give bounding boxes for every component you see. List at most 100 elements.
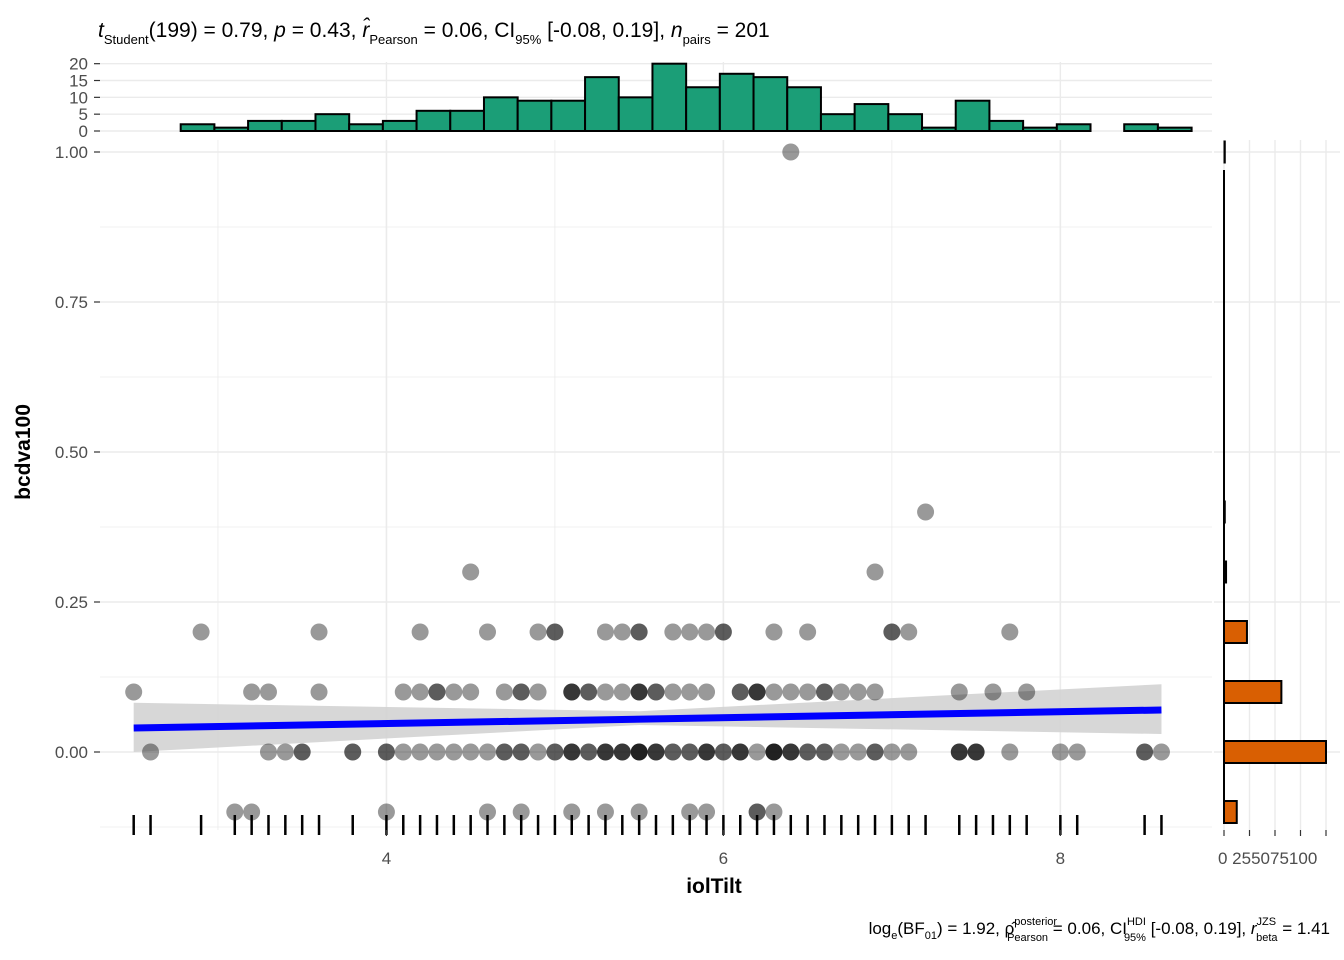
top-hist-bar xyxy=(752,76,789,132)
data-point xyxy=(883,743,901,761)
right-hist-bar xyxy=(1223,740,1327,764)
data-point xyxy=(411,623,429,641)
data-point xyxy=(748,743,766,761)
top-hist-bar xyxy=(550,99,587,132)
data-point xyxy=(546,743,564,761)
y-tick-label: 0.25 xyxy=(55,593,88,612)
data-point xyxy=(613,683,631,701)
data-point xyxy=(782,743,800,761)
top-hist-bar xyxy=(449,109,485,132)
data-point xyxy=(529,623,547,641)
data-point xyxy=(411,683,429,701)
data-point xyxy=(799,743,817,761)
data-point xyxy=(782,143,800,161)
data-point xyxy=(815,743,833,761)
data-point xyxy=(596,803,614,821)
right-hist-bar xyxy=(1223,680,1283,704)
top-hist-bar xyxy=(718,72,755,132)
data-point xyxy=(243,683,261,701)
data-point xyxy=(748,683,766,701)
data-point xyxy=(832,683,850,701)
data-point xyxy=(563,803,581,821)
data-point xyxy=(731,683,749,701)
data-point xyxy=(377,803,395,821)
data-point xyxy=(832,743,850,761)
top-hist-bar xyxy=(516,99,553,132)
y-tick-label: 1.00 xyxy=(55,143,88,162)
data-point xyxy=(664,683,682,701)
data-point xyxy=(293,743,311,761)
top-hist-tick-label: 10 xyxy=(69,88,88,107)
data-point xyxy=(125,683,143,701)
data-point xyxy=(765,623,783,641)
top-hist-bar xyxy=(921,126,957,133)
top-hist-bar xyxy=(988,119,1025,132)
right-hist-bar xyxy=(1223,800,1238,824)
data-point xyxy=(411,743,429,761)
data-point xyxy=(664,623,682,641)
data-point xyxy=(310,683,328,701)
data-point xyxy=(344,743,362,761)
x-axis-title: iolTilt xyxy=(686,875,742,898)
right-hist-bar xyxy=(1223,620,1248,644)
data-point xyxy=(731,743,749,761)
x-axis: 4 6 8 xyxy=(382,830,1065,868)
y-axis: 0.00 0.25 0.50 0.75 1.00 xyxy=(55,143,100,762)
y-axis-title: bcdva100 xyxy=(12,404,35,500)
chart-caption: loge(BF01) = 1.92, ρ̂posterior Pearson = … xyxy=(869,916,1330,944)
top-hist-bar xyxy=(1055,123,1092,133)
data-point xyxy=(714,623,732,641)
data-point xyxy=(1051,743,1069,761)
top-hist-bar xyxy=(786,86,822,132)
data-point xyxy=(226,803,244,821)
data-point xyxy=(782,683,800,701)
data-point xyxy=(445,683,463,701)
data-point xyxy=(596,683,614,701)
top-hist-bar xyxy=(213,126,250,133)
data-point xyxy=(883,623,901,641)
x-tick-label: 8 xyxy=(1056,849,1065,868)
x-tick-label: 4 xyxy=(382,849,391,868)
data-point xyxy=(765,803,783,821)
data-point xyxy=(698,683,716,701)
data-point xyxy=(580,743,598,761)
data-point xyxy=(849,683,867,701)
data-point xyxy=(512,803,530,821)
data-point xyxy=(394,743,412,761)
data-point xyxy=(462,683,480,701)
top-hist-bar xyxy=(247,119,283,132)
data-point xyxy=(647,743,665,761)
scatter-points xyxy=(125,143,1170,821)
data-point xyxy=(714,743,732,761)
data-point xyxy=(630,803,648,821)
data-point xyxy=(495,743,513,761)
top-hist-bar xyxy=(819,113,856,132)
data-point xyxy=(630,683,648,701)
top-hist-bar xyxy=(314,113,351,132)
data-point xyxy=(479,803,497,821)
right-hist-bar xyxy=(1223,140,1226,164)
data-point xyxy=(310,623,328,641)
data-point xyxy=(613,743,631,761)
data-point xyxy=(647,683,665,701)
data-point xyxy=(596,743,614,761)
regression-line xyxy=(133,706,1162,732)
data-point xyxy=(580,683,598,701)
y-tick-label: 0.75 xyxy=(55,293,88,312)
data-point xyxy=(428,683,446,701)
data-point xyxy=(512,683,530,701)
data-point xyxy=(900,623,918,641)
data-point xyxy=(698,623,716,641)
data-point xyxy=(445,743,463,761)
top-hist-bar xyxy=(415,109,452,132)
top-hist-bar xyxy=(348,123,384,133)
data-point xyxy=(276,743,294,761)
data-point xyxy=(681,623,699,641)
data-point xyxy=(259,683,277,701)
data-point xyxy=(259,743,277,761)
data-point xyxy=(917,503,935,521)
data-point xyxy=(546,623,564,641)
top-hist-bar xyxy=(954,99,991,132)
